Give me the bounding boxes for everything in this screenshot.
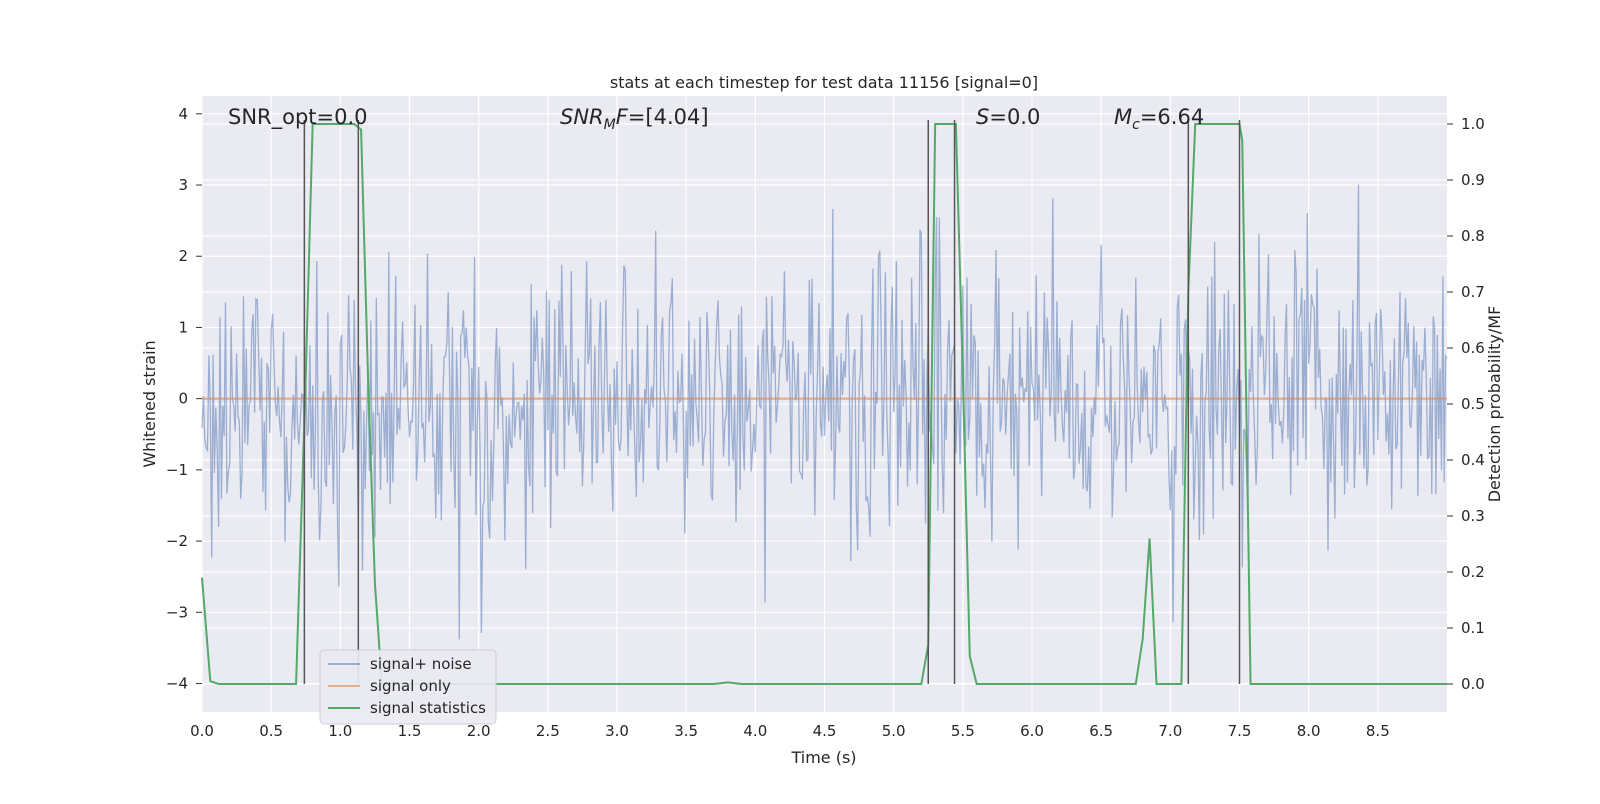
x-tick-label: 6.5	[1089, 722, 1113, 740]
x-tick-label: 5.0	[882, 722, 906, 740]
y-right-axis-ticks: 0.0 0.1 0.2 0.3 0.4 0.5 0.6 0.7 0.8 0.9 1.0	[1447, 115, 1485, 693]
x-tick-label: 8.5	[1366, 722, 1390, 740]
y-left-tick-label: −3	[166, 603, 188, 621]
y-left-tick-label: −2	[166, 532, 188, 550]
annotation-s: S=0.0	[976, 105, 1040, 129]
x-tick-label: 1.0	[328, 722, 352, 740]
y-left-axis-ticks: −4 −3 −2 −1 0 1 2 3 4	[166, 105, 202, 693]
legend-label-signal-only: signal only	[370, 677, 451, 695]
y-right-tick-label: 0.9	[1461, 171, 1485, 189]
x-tick-label: 2.0	[467, 722, 491, 740]
y-left-tick-label: 4	[178, 105, 188, 123]
x-tick-label: 3.0	[605, 722, 629, 740]
x-tick-label: 5.5	[951, 722, 975, 740]
vertical-lines	[303, 120, 1241, 684]
x-tick-label: 0.5	[259, 722, 283, 740]
x-axis-label: Time (s)	[790, 748, 856, 767]
y-left-tick-label: 3	[178, 176, 188, 194]
y-left-axis-label: Whitened strain	[140, 340, 159, 467]
y-right-tick-label: 0.0	[1461, 675, 1485, 693]
y-right-tick-label: 0.4	[1461, 451, 1485, 469]
annotation-mc: Mc=6.64	[1114, 105, 1204, 133]
y-right-tick-label: 0.2	[1461, 563, 1485, 581]
y-right-tick-label: 0.6	[1461, 339, 1485, 357]
legend-label-signal-statistics: signal statistics	[370, 699, 486, 717]
signal-statistics-line	[201, 123, 1447, 685]
annotation-snr-opt: SNR_opt=0.0	[228, 105, 368, 130]
legend-label-signal-noise: signal+ noise	[370, 655, 472, 673]
y-left-tick-label: 0	[178, 390, 188, 408]
y-left-tick-label: −4	[166, 675, 188, 693]
x-tick-label: 4.5	[813, 722, 837, 740]
y-right-tick-label: 0.3	[1461, 507, 1485, 525]
legend: signal+ noise signal only signal statist…	[319, 649, 497, 725]
x-tick-label: 1.5	[398, 722, 422, 740]
signal-statistics-series	[201, 123, 1447, 685]
y-left-tick-label: 1	[178, 318, 188, 336]
y-right-tick-label: 1.0	[1461, 115, 1485, 133]
annotation-snr-mf: SNRMF=[4.04]	[560, 105, 709, 133]
y-left-tick-label: 2	[178, 247, 188, 265]
x-tick-label: 7.0	[1158, 722, 1182, 740]
y-right-tick-label: 0.1	[1461, 619, 1485, 637]
y-right-axis-label: Detection probability/MF	[1485, 306, 1504, 503]
legend-box	[319, 649, 497, 725]
y-left-tick-label: −1	[166, 461, 188, 479]
x-tick-label: 7.5	[1228, 722, 1252, 740]
x-tick-label: 4.0	[743, 722, 767, 740]
y-right-tick-label: 0.8	[1461, 227, 1485, 245]
x-tick-label: 2.5	[536, 722, 560, 740]
y-right-tick-label: 0.5	[1461, 395, 1485, 413]
x-tick-label: 8.0	[1297, 722, 1321, 740]
y-right-tick-label: 0.7	[1461, 283, 1485, 301]
x-tick-label: 3.5	[674, 722, 698, 740]
x-axis-ticks: 0.0 0.5 1.0 1.5 2.0 2.5 3.0 3.5 4.0 4.5 5.0 5.5 6.0 6…	[190, 722, 1390, 740]
x-tick-label: 6.0	[1020, 722, 1044, 740]
x-tick-label: 0.0	[190, 722, 214, 740]
chart-title: stats at each timestep for test data 111…	[610, 73, 1038, 92]
